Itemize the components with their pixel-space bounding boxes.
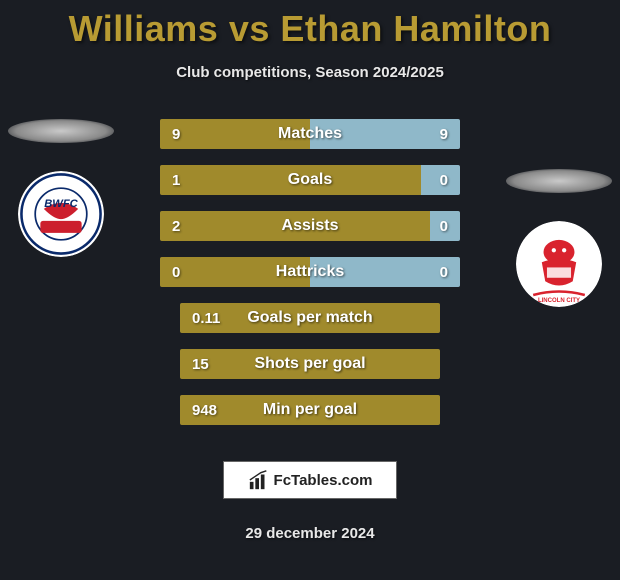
bar-track: 0 0 Hattricks [160,257,460,287]
bar-right: 0 [421,165,460,195]
stat-value: 0.11 [180,310,220,327]
stat-value-left: 9 [160,126,180,143]
stat-value-right: 0 [440,264,460,281]
stat-value-right: 0 [440,218,460,235]
stat-value: 15 [180,356,209,373]
stats-container: 9 9 Matches 1 0 Goals 2 0 Assists 0 0 Hattricks 0.11… [8,119,612,425]
stat-label: Shots per goal [254,355,365,373]
logo-text: FcTables.com [274,472,373,489]
footer-date: 29 december 2024 [0,525,620,542]
stat-row: 2 0 Assists [8,211,612,241]
stat-value: 948 [180,402,217,419]
stat-label: Goals [288,171,332,189]
stat-value-right: 9 [440,126,460,143]
bar-track: 0.11 Goals per match [180,303,440,333]
stat-label: Hattricks [276,263,344,281]
stat-label: Assists [282,217,339,235]
bar-track: 2 0 Assists [160,211,460,241]
stat-row-single: 948 Min per goal [8,395,612,425]
stat-row-single: 0.11 Goals per match [8,303,612,333]
bar-track: 1 0 Goals [160,165,460,195]
svg-text:BWFC: BWFC [44,198,78,210]
stat-value-left: 1 [160,172,180,189]
page-title: Williams vs Ethan Hamilton [0,0,620,50]
subtitle: Club competitions, Season 2024/2025 [0,64,620,81]
stat-value-right: 0 [440,172,460,189]
bar-track: 9 9 Matches [160,119,460,149]
stat-label: Matches [278,125,342,143]
fctables-logo[interactable]: FcTables.com [223,461,397,499]
stat-row: 0 0 Hattricks [8,257,612,287]
stat-row: 9 9 Matches [8,119,612,149]
stat-value-left: 2 [160,218,180,235]
bar-track: 948 Min per goal [180,395,440,425]
stat-value-left: 0 [160,264,180,281]
bar-track: 15 Shots per goal [180,349,440,379]
stat-label: Goals per match [247,309,372,327]
comparison-content: BWFC LINCOLN CITY 99Matches10Goals20Assi… [0,119,620,425]
bar-right: 0 [430,211,460,241]
stat-row: 1 0 Goals [8,165,612,195]
stat-row-single: 15 Shots per goal [8,349,612,379]
stat-label: Min per goal [263,401,357,419]
chart-bars-icon [248,469,270,491]
